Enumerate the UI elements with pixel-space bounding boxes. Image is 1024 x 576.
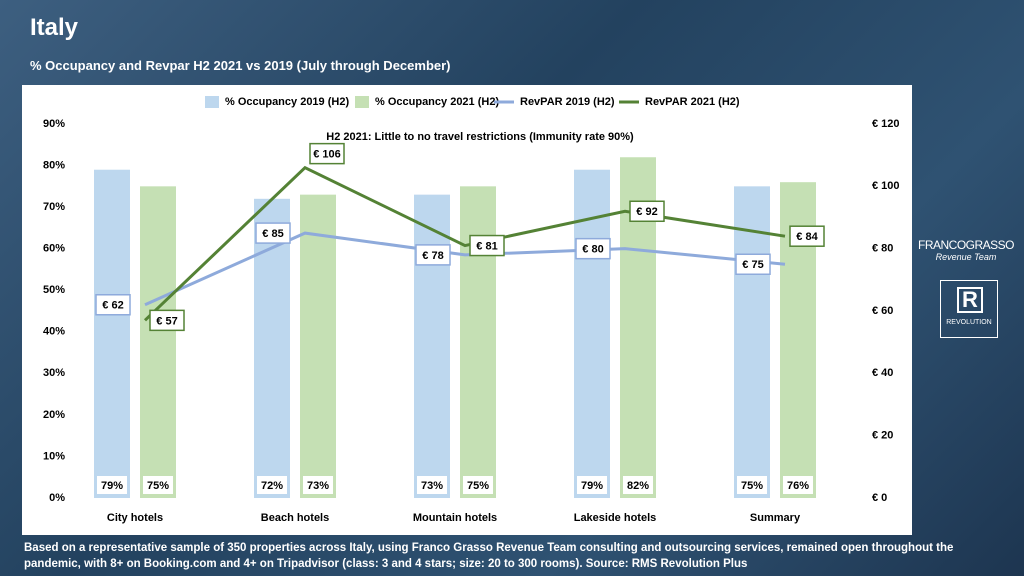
value-label-box	[463, 476, 493, 494]
value-label-box	[143, 476, 173, 494]
y2-tick-label: € 40	[872, 367, 893, 379]
y2-tick-label: € 120	[872, 118, 900, 130]
y2-tick-label: € 100	[872, 180, 900, 192]
value-label-box	[97, 476, 127, 494]
y-tick-label: 20%	[43, 409, 65, 421]
value-label: € 75	[742, 259, 763, 271]
value-label-box	[737, 476, 767, 494]
subtitle: % Occupancy and Revpar H2 2021 vs 2019 (…	[30, 58, 451, 73]
x-tick-label: Mountain hotels	[413, 512, 497, 524]
value-label: 73%	[421, 480, 443, 492]
value-label-box	[255, 222, 291, 244]
y-tick-label: 10%	[43, 450, 65, 462]
y2-tick-label: € 20	[872, 430, 893, 442]
y2-tick-label: € 0	[872, 492, 887, 504]
logo-revolution: R REVOLUTION	[940, 280, 998, 338]
logo-text: FRANCOGRASSO	[918, 238, 1015, 252]
legend-swatch	[355, 96, 369, 108]
value-label-box	[735, 253, 771, 275]
y-tick-label: 0%	[49, 492, 65, 504]
bar	[94, 169, 130, 498]
value-label-box	[623, 476, 653, 494]
value-label-box	[783, 476, 813, 494]
value-label: € 92	[636, 206, 657, 218]
value-label: € 106	[313, 149, 341, 161]
value-label: 75%	[467, 480, 489, 492]
value-label: € 57	[156, 315, 177, 327]
value-label-box	[577, 476, 607, 494]
value-label-box	[417, 476, 447, 494]
y2-tick-label: € 60	[872, 305, 893, 317]
logo-text: Revenue Team	[935, 252, 997, 262]
value-label-box	[309, 142, 345, 165]
title: Italy	[30, 14, 79, 41]
legend-label: % Occupancy 2021 (H2)	[375, 96, 499, 108]
bar	[414, 194, 450, 498]
y-tick-label: 70%	[43, 201, 65, 213]
x-tick-label: City hotels	[107, 512, 163, 524]
value-label: 75%	[741, 480, 763, 492]
y2-tick-label: € 80	[872, 243, 893, 255]
annotation: H2 2021: Little to no travel restriction…	[326, 131, 634, 143]
value-label: 82%	[627, 480, 649, 492]
value-label: 72%	[261, 480, 283, 492]
x-tick-label: Summary	[750, 512, 801, 524]
value-label: € 62	[102, 300, 123, 312]
value-label-box	[303, 476, 333, 494]
value-label: 73%	[307, 480, 329, 492]
line	[144, 231, 786, 307]
y-tick-label: 80%	[43, 159, 65, 171]
bar	[140, 186, 176, 499]
footnote: Based on a representative sample of 350 …	[24, 542, 954, 570]
y-tick-label: 50%	[43, 284, 65, 296]
value-label-box	[257, 476, 287, 494]
legend-label: RevPAR 2021 (H2)	[645, 96, 740, 108]
value-label: € 80	[582, 244, 603, 256]
value-label-box	[149, 309, 185, 332]
y-tick-label: 30%	[43, 367, 65, 379]
value-label: € 84	[796, 231, 818, 243]
value-label-box	[629, 200, 665, 223]
legend-label: % Occupancy 2019 (H2)	[225, 96, 349, 108]
value-label: 75%	[147, 480, 169, 492]
bar	[300, 194, 336, 498]
y-tick-label: 40%	[43, 326, 65, 338]
line	[143, 165, 786, 322]
value-label: 79%	[581, 480, 603, 492]
logo-text: REVOLUTION	[946, 319, 992, 326]
value-label-box	[95, 294, 131, 316]
legend-swatch	[205, 96, 219, 108]
bar	[574, 169, 610, 498]
y-tick-label: 60%	[43, 243, 65, 255]
bar	[734, 186, 770, 499]
value-label-box	[789, 225, 825, 247]
y-tick-label: 90%	[43, 118, 65, 130]
value-label: € 81	[476, 240, 497, 252]
logo-franco-grasso: FRANCOGRASSO Revenue Team	[918, 238, 1015, 262]
bar	[460, 186, 496, 499]
legend-label: RevPAR 2019 (H2)	[520, 96, 615, 108]
value-label: € 78	[422, 250, 443, 262]
value-label: 76%	[787, 480, 809, 492]
x-tick-label: Lakeside hotels	[574, 512, 657, 524]
value-label: € 85	[262, 228, 283, 240]
value-label-box	[469, 234, 505, 257]
x-tick-label: Beach hotels	[261, 512, 329, 524]
value-label-box	[575, 237, 611, 260]
value-label-box	[415, 244, 451, 266]
logo-text: R	[957, 287, 983, 313]
value-label: 79%	[101, 480, 123, 492]
